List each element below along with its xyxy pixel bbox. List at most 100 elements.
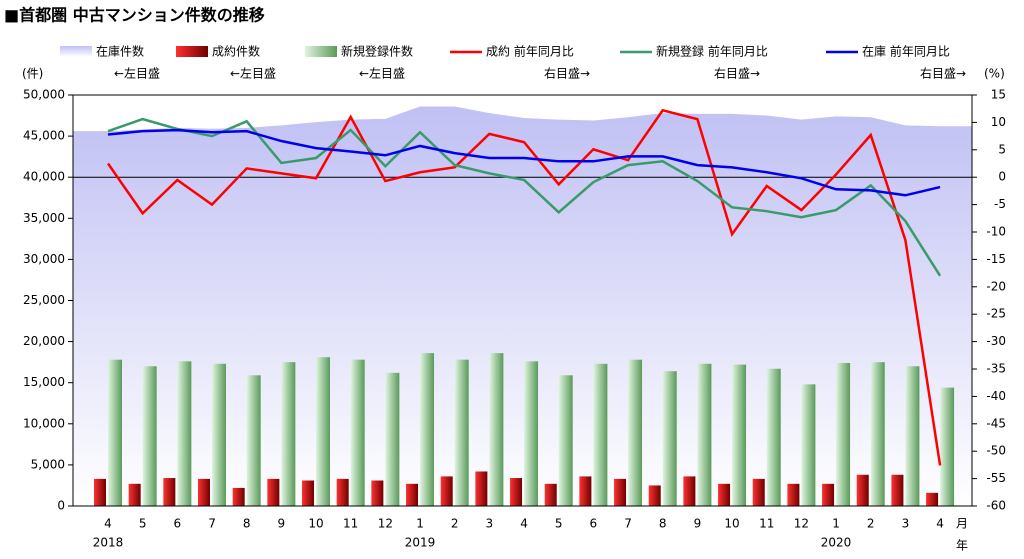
bar [302,480,315,506]
year-label: 2019 [405,536,436,550]
bar [544,483,557,506]
y2-tick-label: -35 [986,362,1006,376]
bar [385,372,400,506]
y-tick-label: 40,000 [23,170,65,184]
x-tick-label: 4 [936,517,944,531]
bar [662,371,677,506]
x-year-unit: 年 [956,539,968,553]
y2-unit: (%) [984,67,1005,81]
bar [766,368,781,506]
y-tick-label: 50,000 [23,88,65,102]
x-tick-label: 12 [378,517,393,531]
legend-label: 在庫件数 [96,44,144,59]
y-tick-label: 10,000 [23,416,65,430]
legend-note: 右目盛→ [544,66,590,81]
bar [524,361,539,506]
legend-note: ←左目盛 [230,66,276,81]
bar [926,492,939,506]
bar [475,471,488,506]
bar [593,363,608,506]
line-series [106,108,942,466]
y2-tick-label: 5 [998,142,1006,156]
bar [163,478,176,506]
bar [836,362,851,506]
y2-tick-label: -20 [986,279,1006,293]
inventory-area [73,106,972,507]
bar [489,353,504,506]
bar [371,480,384,506]
y2-tick-label: -5 [994,197,1006,211]
y2-tick-label: -60 [986,499,1006,513]
y-tick-label: 35,000 [23,211,65,225]
bar [614,478,627,506]
y2-tick-label: 10 [991,115,1006,129]
y2-tick-label: -10 [986,225,1006,239]
x-tick-label: 12 [794,517,809,531]
year-label: 2018 [93,536,124,550]
bar [856,474,869,506]
bar [558,375,573,506]
bar [718,483,731,506]
legend-swatch [305,46,337,57]
y2-tick-label: 15 [991,88,1006,102]
bar [142,366,157,506]
x-tick-label: 4 [520,517,528,531]
legend-label: 新規登録 前年同月比 [656,44,768,59]
bar [891,474,904,506]
bar [801,384,816,506]
bar [267,478,280,506]
x-tick-label: 3 [902,517,910,531]
bar [752,478,765,506]
bar [628,359,643,506]
y2-tick-label: -25 [986,307,1006,321]
bar [440,476,453,506]
legend-label: 成約 前年同月比 [486,44,574,59]
bar [316,357,331,506]
legend-label: 新規登録件数 [341,44,413,59]
y-tick-label: 0 [57,499,65,513]
bar [787,483,800,506]
x-month-unit: 月 [956,517,968,531]
bar [281,362,296,506]
bar [232,487,245,506]
y2-tick-label: -45 [986,416,1006,430]
y2-tick-label: -30 [986,334,1006,348]
x-tick-label: 10 [724,517,739,531]
x-tick-label: 7 [208,517,216,531]
x-tick-label: 3 [486,517,494,531]
line-series [107,128,941,197]
legend-swatch [60,46,92,57]
bar [198,478,211,506]
line-series [107,117,942,277]
y-tick-label: 30,000 [23,252,65,266]
x-tick-label: 4 [104,517,112,531]
y-unit: (件) [22,67,43,81]
y-tick-label: 15,000 [23,375,65,389]
bar [246,375,261,506]
bar [212,363,227,506]
x-tick-label: 1 [416,517,424,531]
chart-title: ■首都圏 中古マンション件数の推移 [4,6,265,25]
x-tick-label: 7 [624,517,632,531]
legend-note: 右目盛→ [714,66,760,81]
x-tick-label: 1 [832,517,840,531]
legend-note: 右目盛→ [920,66,966,81]
bar [579,476,592,506]
y2-tick-label: -15 [986,252,1006,266]
x-tick-label: 5 [555,517,563,531]
year-label: 2020 [821,536,852,550]
y2-tick-label: -50 [986,444,1006,458]
legend-swatch [176,46,208,57]
x-tick-label: 5 [139,517,147,531]
y2-tick-label: -40 [986,389,1006,403]
bar [336,478,349,506]
bar [454,359,469,506]
y-tick-label: 5,000 [31,457,65,471]
bar [683,476,696,506]
bar [648,485,661,506]
legend-note: ←左目盛 [114,66,160,81]
bar [822,483,835,506]
bar [905,366,920,506]
y-tick-label: 20,000 [23,334,65,348]
